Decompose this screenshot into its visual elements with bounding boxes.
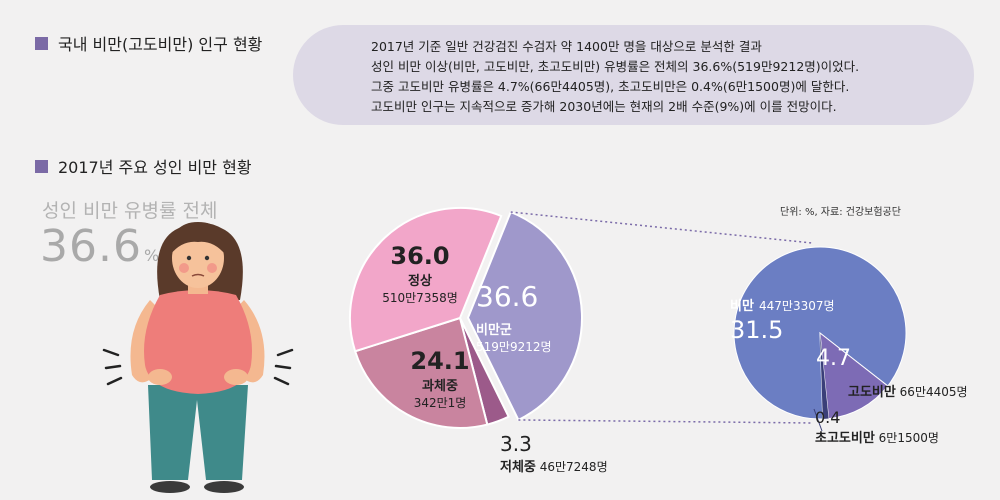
section-title-2017: 2017년 주요 성인 비만 현황 (35, 154, 252, 178)
slice-count: 519만9212명 (476, 340, 552, 354)
slice-super-high (820, 333, 829, 419)
slice-label-obese-group: 36.6 비만군 519만9212명 (476, 280, 586, 355)
summary-line: 고도비만 인구는 지속적으로 증가해 2030년에는 현재의 2배 수준(9%)… (371, 99, 837, 114)
summary-line: 2017년 기준 일반 건강검진 수검자 약 1400만 명을 대상으로 분석한… (371, 39, 762, 54)
leader-line (813, 408, 823, 432)
slice-name: 고도비만 (848, 385, 896, 400)
slice-value: 24.1 (410, 347, 470, 375)
connector-line-bottom (518, 419, 813, 424)
main-pie (349, 207, 583, 429)
square-bullet-icon (35, 159, 48, 173)
section-title-text: 2017년 주요 성인 비만 현황 (58, 158, 252, 177)
slice-value: 3.3 (500, 432, 532, 456)
slice-label-super-high: 0.4 초고도비만 6만1500명 (815, 408, 939, 446)
slice-count: 46만7248명 (539, 460, 608, 474)
hero-unit: % (143, 246, 161, 265)
slice-count: 447만3307명 (759, 299, 835, 313)
slice-obese-group (466, 210, 583, 422)
square-bullet-icon (35, 36, 48, 50)
slice-name: 비만 (730, 299, 754, 314)
slice-value: 31.5 (730, 316, 784, 344)
slice-name: 초고도비만 (815, 431, 875, 446)
section-title-text: 국내 비만(고도비만) 인구 현황 (58, 35, 263, 54)
hero-number: 36.6 (40, 221, 142, 272)
slice-count: 6만1500명 (878, 431, 939, 445)
slice-label-overweight: 24.1 과체중 342만1명 (395, 347, 485, 411)
slice-label-obese: 비만 447만3307명 31.5 (730, 295, 835, 344)
hero-value: 36.6% (40, 221, 160, 272)
section-title-population: 국내 비만(고도비만) 인구 현황 (35, 31, 262, 55)
slice-value: 36.0 (390, 242, 450, 270)
slice-count: 510만7358명 (382, 291, 458, 305)
source-note: 단위: %, 자료: 건강보험공단 (780, 207, 901, 218)
summary-line: 성인 비만 이상(비만, 고도비만, 초고도비만) 유병률은 전체의 36.6%… (371, 59, 860, 74)
slice-name: 비만군 (476, 323, 512, 338)
summary-line: 그중 고도비만 유병률은 4.7%(66만4405명), 초고도비만은 0.4%… (371, 79, 850, 94)
connector-lines (510, 211, 813, 424)
slice-normal (349, 207, 503, 353)
slice-count: 342만1명 (413, 396, 467, 410)
summary-bubble: 2017년 기준 일반 건강검진 수검자 약 1400만 명을 대상으로 분석한… (293, 25, 974, 125)
slice-value: 0.4 (815, 408, 841, 427)
woman-illustration-icon (102, 222, 294, 493)
slice-name: 과체중 (422, 379, 458, 394)
slice-label-high: 고도비만 66만4405명 (848, 381, 968, 400)
connector-line-top (510, 211, 813, 244)
slice-high (819, 331, 889, 420)
slice-label-underweight: 3.3 저체중 46만7248명 (500, 432, 608, 475)
slice-value: 36.6 (476, 280, 539, 313)
hero-label: 성인 비만 유병률 전체 (42, 200, 218, 222)
slice-name: 저체중 (500, 460, 536, 475)
slice-label-normal: 36.0 정상 510만7358명 (375, 242, 465, 306)
slice-count: 66만4405명 (899, 385, 968, 399)
slice-overweight (353, 316, 489, 429)
slice-name: 정상 (408, 274, 432, 289)
obesity-breakdown-pie (733, 246, 907, 432)
slice-value-high: 4.7 (816, 346, 851, 371)
